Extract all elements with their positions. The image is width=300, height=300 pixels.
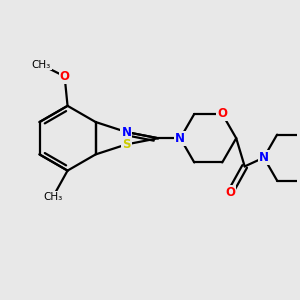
Text: S: S bbox=[122, 138, 131, 151]
Text: CH₃: CH₃ bbox=[32, 60, 51, 70]
Text: N: N bbox=[175, 132, 185, 145]
Text: O: O bbox=[60, 70, 70, 83]
Text: O: O bbox=[225, 186, 236, 199]
Text: N: N bbox=[122, 125, 131, 139]
Text: O: O bbox=[217, 107, 227, 121]
Text: N: N bbox=[259, 151, 269, 164]
Text: CH₃: CH₃ bbox=[43, 192, 62, 202]
